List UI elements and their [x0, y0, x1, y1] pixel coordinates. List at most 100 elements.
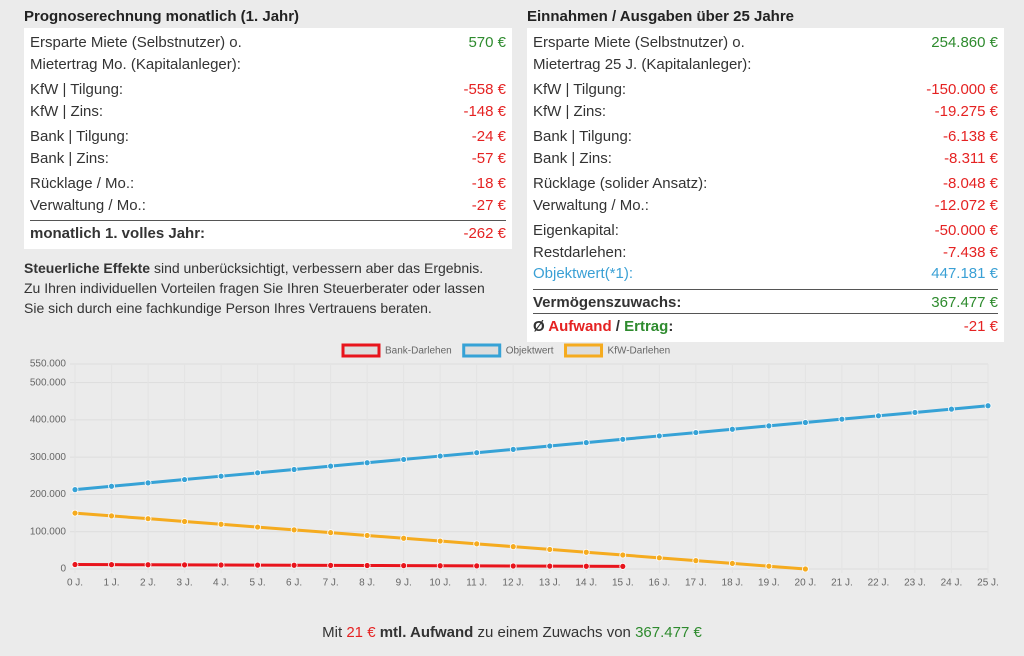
y-tick-label: 100.000: [30, 526, 67, 537]
data-point: [290, 526, 298, 534]
data-point: [802, 565, 809, 573]
data-point: [875, 412, 882, 420]
row-group: KfW | Tilgung: -150.000 € KfW | Zins: -19.2…: [533, 79, 998, 122]
data-point: [363, 459, 371, 467]
data-point: [546, 562, 554, 570]
row-value: -24 €: [471, 128, 506, 145]
row-label: monatlich 1. volles Jahr:: [30, 225, 206, 242]
data-point: [181, 518, 188, 525]
data-point: [363, 562, 371, 569]
x-tick-label: 20 J.: [795, 578, 817, 589]
data-point: [546, 442, 554, 450]
x-tick-label: 22 J.: [868, 578, 890, 589]
x-tick-label: 7 J.: [323, 578, 339, 589]
x-tick-label: 23 J.: [904, 578, 926, 589]
right-title: Einnahmen / Ausgaben über 25 Jahre: [527, 8, 795, 25]
row-label: KfW | Zins:: [30, 102, 104, 120]
right-panel: Ersparte Miete (Selbstnutzer) o. Mietert…: [527, 28, 1004, 342]
data-point: [436, 537, 444, 545]
data-point: [582, 439, 590, 447]
footer-text: Mit: [322, 624, 347, 641]
data-point: [327, 462, 335, 470]
x-tick-label: 12 J.: [502, 578, 524, 589]
chart: 0 100.000 200.000 300.000 400.000 500.000 550.…: [30, 343, 999, 589]
row-label: Bank | Tilgung:: [30, 128, 129, 145]
y-tick-label: 300.000: [30, 452, 67, 463]
data-point: [108, 561, 115, 569]
left-panel: Ersparte Miete (Selbstnutzer) o. Mietert…: [24, 28, 512, 249]
note: Steuerliche Effekte sind unberücksichtig…: [24, 258, 494, 318]
legend-swatch: [341, 343, 381, 358]
data-point: [509, 543, 517, 551]
data-point: [254, 523, 262, 531]
balance-prefix: Ø: [533, 318, 549, 335]
x-tick-label: 14 J.: [575, 578, 597, 589]
note-text: sind unberücksichtigt, verbessern aber d…: [24, 260, 485, 316]
row: KfW | Tilgung: -558 €: [30, 79, 506, 101]
row: Ø Aufwand / Ertrag: -21 €: [533, 313, 998, 338]
data-point: [473, 449, 481, 457]
data-point: [948, 405, 955, 413]
row: Verwaltung / Mo.: -27 €: [30, 195, 506, 217]
data-point: [436, 562, 444, 570]
row-value: -27 €: [471, 196, 506, 214]
row-label: Rücklage (solider Ansatz):: [533, 175, 708, 192]
data-point: [254, 561, 262, 569]
data-point: [765, 422, 773, 430]
series-line: [74, 563, 623, 568]
row-value: -7.438 €: [942, 243, 998, 261]
row-label: Rücklage / Mo.:: [30, 175, 135, 192]
data-point: [436, 452, 444, 460]
row-label: Bank | Zins:: [30, 149, 109, 167]
row-label: Verwaltung / Mo.:: [30, 196, 146, 214]
y-tick-label: 200.000: [30, 489, 67, 500]
row: KfW | Zins: -148 €: [30, 101, 506, 123]
data-point: [728, 560, 736, 567]
row-value: 254.860 €: [931, 34, 998, 51]
x-tick-label: 9 J.: [396, 578, 412, 589]
footer-amount: 21 €: [346, 624, 376, 641]
row-value: -50.000 €: [934, 222, 998, 239]
data-point: [71, 486, 79, 494]
row-label: Bank | Zins:: [533, 149, 612, 167]
data-point: [728, 425, 736, 433]
legend-label: KfW-Darlehen: [608, 346, 671, 357]
legend-label: Objektwert: [506, 346, 554, 357]
row-label: Eigenkapital:: [533, 222, 619, 239]
data-point: [217, 520, 225, 528]
data-point: [546, 546, 554, 553]
row-label: KfW | Tilgung:: [30, 81, 124, 98]
data-point: [144, 479, 152, 487]
data-point: [473, 562, 481, 570]
data-point: [290, 561, 298, 569]
x-tick-label: 5 J.: [250, 578, 266, 589]
x-tick-label: 3 J.: [176, 578, 192, 589]
x-tick-label: 6 J.: [286, 578, 302, 589]
balance-sep: /: [611, 318, 625, 335]
row: Objektwert(*1): 447.181 €: [533, 263, 998, 285]
row-group: KfW | Tilgung: -558 € KfW | Zins: -148 €: [30, 79, 506, 122]
legend-swatch: [462, 343, 502, 358]
row: Bank | Tilgung: -24 €: [30, 126, 506, 148]
data-point: [802, 419, 809, 426]
x-tick-label: 15 J.: [612, 578, 634, 589]
data-point: [692, 557, 700, 565]
data-point: [619, 551, 627, 559]
row-label: Verwaltung / Mo.:: [533, 196, 649, 214]
row-label: Vermögenszuwachs:: [533, 293, 682, 311]
data-point: [509, 562, 517, 570]
row-group: Bank | Tilgung: -6.138 € Bank | Zins: -8.31…: [533, 126, 998, 169]
x-tick-label: 16 J.: [648, 578, 670, 589]
data-point: [400, 534, 408, 542]
row-value: -12.072 €: [934, 196, 998, 214]
x-tick-label: 19 J.: [758, 578, 780, 589]
data-point: [144, 561, 152, 569]
row-value: -262 €: [463, 225, 506, 242]
data-point: [108, 482, 115, 490]
y-tick-label: 550.000: [30, 359, 67, 370]
row: Rücklage (solider Ansatz): -8.048 €: [533, 173, 998, 195]
data-point: [619, 562, 627, 570]
row-value: -150.000 €: [926, 81, 998, 98]
series-line: [74, 404, 989, 492]
row-group: Ersparte Miete (Selbstnutzer) o. Mietert…: [30, 32, 506, 75]
